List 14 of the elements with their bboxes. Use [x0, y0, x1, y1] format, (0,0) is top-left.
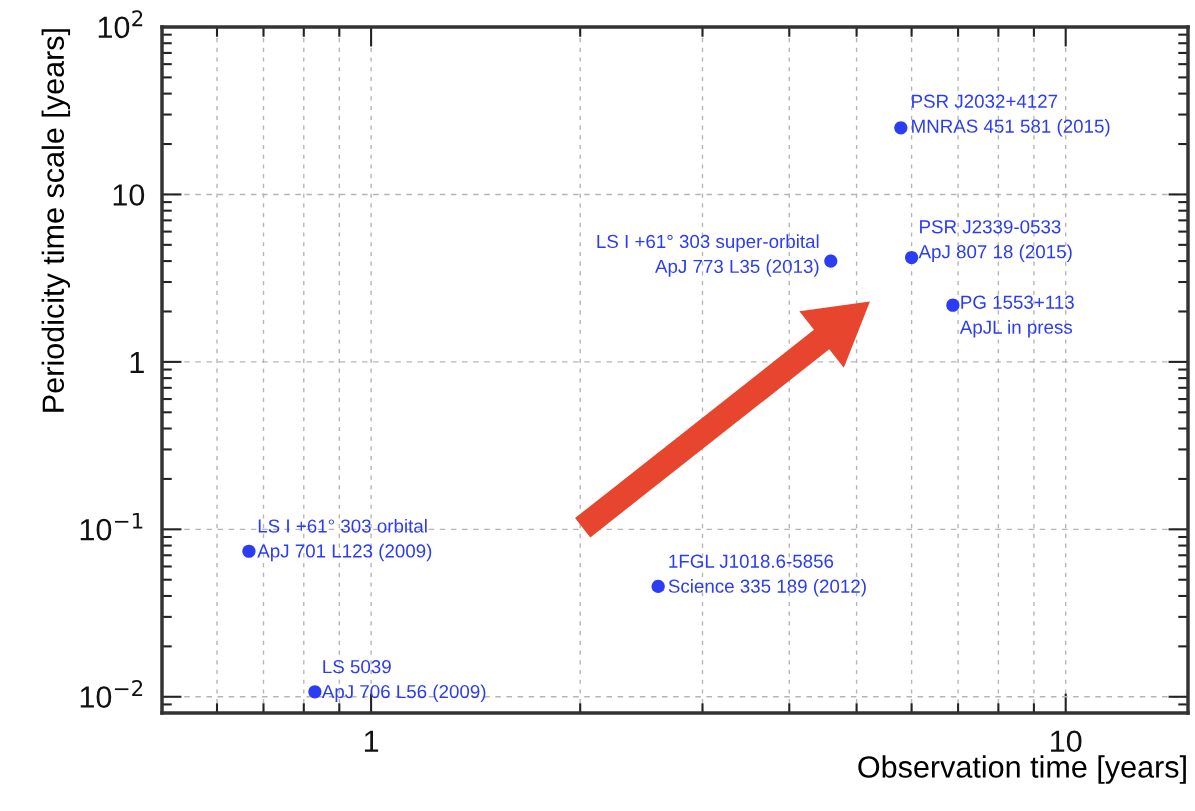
y-tick-label: 1	[130, 351, 144, 373]
y-tick-label: 10	[113, 184, 145, 206]
y-tick-label: 10$^{−2}$	[80, 680, 143, 708]
annotation: PSR J2339-0533 ApJ 807 18 (2015)	[918, 220, 1072, 263]
annotation: PG 1553+113 ApJL in press	[959, 295, 1074, 338]
x-axis-title: Observation time [years]	[858, 755, 1186, 784]
annotation: LS 5039 ApJ 706 L56 (2009)	[321, 660, 486, 702]
annotation: PSR J2032+4127 MNRAS 451 581 (2015)	[912, 94, 1110, 137]
annotation: LS I +61° 303 orbital ApJ 701 L123 (2009)	[257, 518, 432, 562]
annotation: LS I +61° 303 super-orbital ApJ 773 L35 (2013)	[597, 234, 819, 277]
y-tick-label: 10$^{2}$	[98, 10, 143, 39]
annotation: 1FGL J1018.6-5856 Science 335 189 (2012)	[668, 554, 866, 597]
y-axis-title: Periodicity time scale [years]	[41, 29, 71, 412]
y-tick-label: 10$^{−1}$	[80, 512, 143, 541]
